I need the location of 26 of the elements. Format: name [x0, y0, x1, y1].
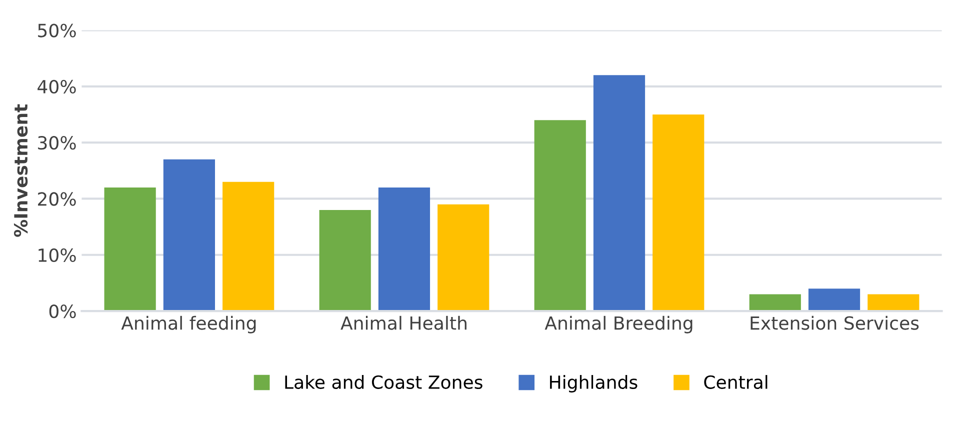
- x-tick-label: Extension Services: [750, 316, 919, 330]
- y-tick-label: 0%: [49, 304, 76, 318]
- x-tick-label: Animal Breeding: [544, 316, 692, 334]
- bar: [808, 288, 860, 312]
- bar: [104, 187, 156, 312]
- y-tick-label: 20%: [38, 192, 76, 206]
- bar: [749, 294, 801, 312]
- bar: [593, 75, 646, 312]
- legend-label: Lake and Coast Zones: [285, 375, 482, 389]
- y-axis-title: %Investment: [14, 104, 28, 237]
- bar: [868, 294, 920, 312]
- x-tick-label: Animal feeding: [121, 316, 256, 334]
- bar: [652, 114, 704, 312]
- y-tick-label: 10%: [38, 248, 76, 262]
- legend-label: Highlands: [550, 375, 638, 392]
- bar: [222, 182, 274, 312]
- legend-label: Central: [704, 375, 768, 389]
- x-tick-label: Animal Health: [340, 316, 466, 330]
- bar: [438, 204, 490, 312]
- bar: [534, 120, 586, 312]
- bar: [378, 187, 430, 312]
- bar: [163, 159, 215, 312]
- bar: [319, 210, 371, 312]
- y-tick-label: 40%: [38, 80, 76, 94]
- y-tick-label: 50%: [38, 24, 76, 38]
- y-tick-label: 30%: [38, 136, 76, 150]
